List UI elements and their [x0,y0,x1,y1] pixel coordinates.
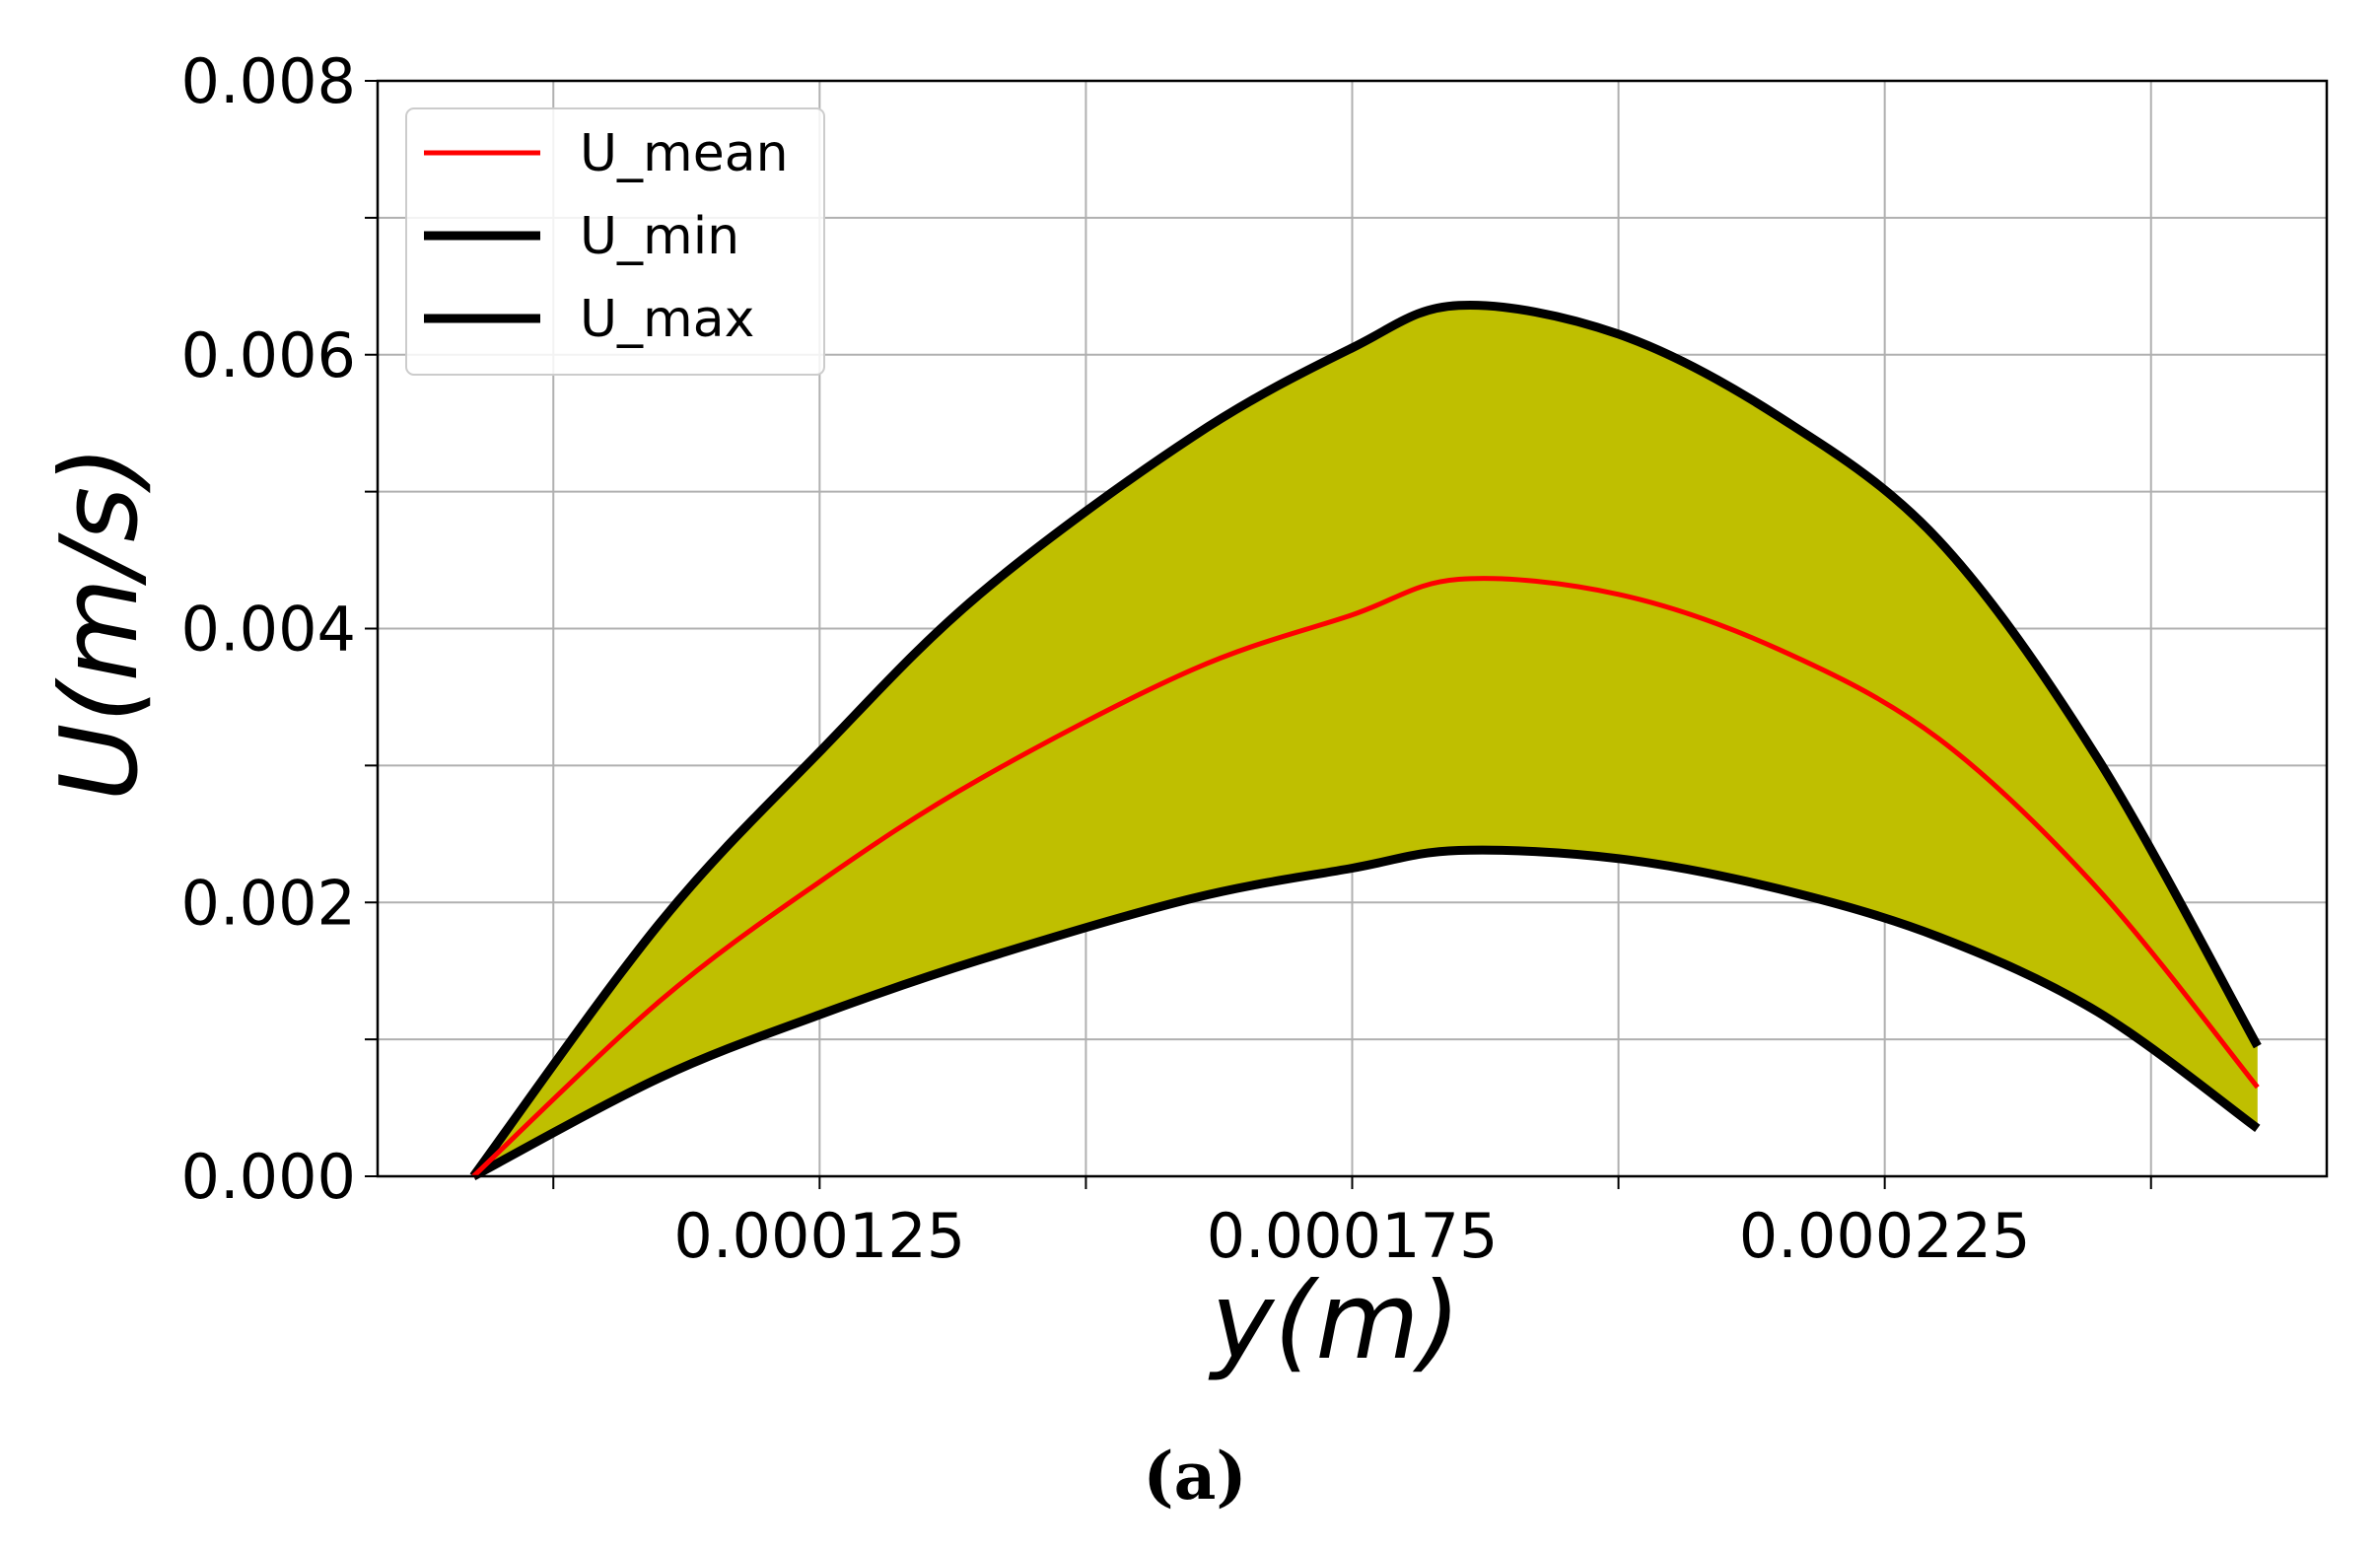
legend-label: U_mean [580,124,789,183]
legend-label: U_max [580,290,754,349]
legend: U_mean U_min U_max [405,107,825,376]
x-tick-label: 0.000175 [1207,1200,1499,1272]
y-axis-label: U(m/s) [38,445,162,801]
series-line-u-mean [471,576,2260,1178]
y-tick-label: 0.004 [181,594,357,666]
series-line-u-min [471,845,2261,1180]
legend-box [405,107,825,376]
legend-label: U_min [580,207,739,266]
min-max-band [473,305,2258,1177]
y-tick-label: 0.008 [181,45,357,117]
series-layer [469,301,2262,1180]
x-tick-label: 0.000225 [1739,1200,2031,1272]
y-tick-label: 0.006 [181,319,357,391]
series-line-u-max [469,301,2262,1179]
figure-caption: (a) [1143,1438,1246,1514]
y-tick-label: 0.000 [181,1141,357,1213]
x-tick-label: 0.000125 [673,1200,965,1272]
y-tick-label: 0.002 [181,867,357,939]
x-axis-label: y(m) [1208,1260,1460,1383]
tick-layer: 0.000125 0.000175 0.000225 0.000 0.002 0.004 0… [181,45,2152,1272]
